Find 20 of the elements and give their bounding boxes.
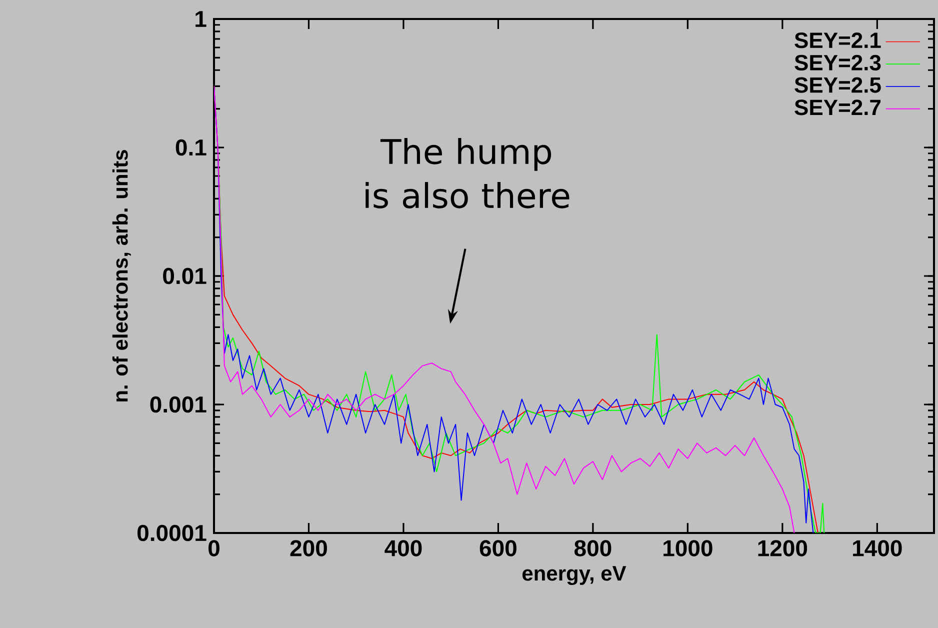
x-tick-label: 400 [384, 540, 422, 556]
x-tick-label: 200 [290, 540, 327, 556]
x-tick-label: 1200 [758, 540, 808, 556]
legend-label: SEY=2.5 [794, 77, 881, 93]
y-axis-title: n. of electrons, arb. units [112, 150, 131, 402]
legend-label: SEY=2.1 [794, 32, 881, 48]
annotation: The hump is also there [366, 138, 570, 208]
legend-label: SEY=2.7 [794, 100, 880, 116]
legend-label: SEY=2.3 [794, 54, 881, 71]
y-tick-label: 0.001 [150, 396, 206, 413]
x-tick-label: 1400 [853, 540, 902, 556]
y-tick-label: 1 [196, 11, 206, 27]
x-tick-label: 600 [480, 540, 516, 556]
x-tick-label: 800 [574, 540, 612, 556]
y-tick-label: 0.0001 [137, 524, 206, 542]
y-tick-label: 0.01 [163, 268, 206, 284]
y-tick-label: 0.1 [176, 139, 206, 156]
x-tick-label: 0 [208, 540, 220, 556]
x-tick-label: 1000 [664, 540, 712, 556]
x-axis-title: energy, eV [522, 566, 626, 585]
